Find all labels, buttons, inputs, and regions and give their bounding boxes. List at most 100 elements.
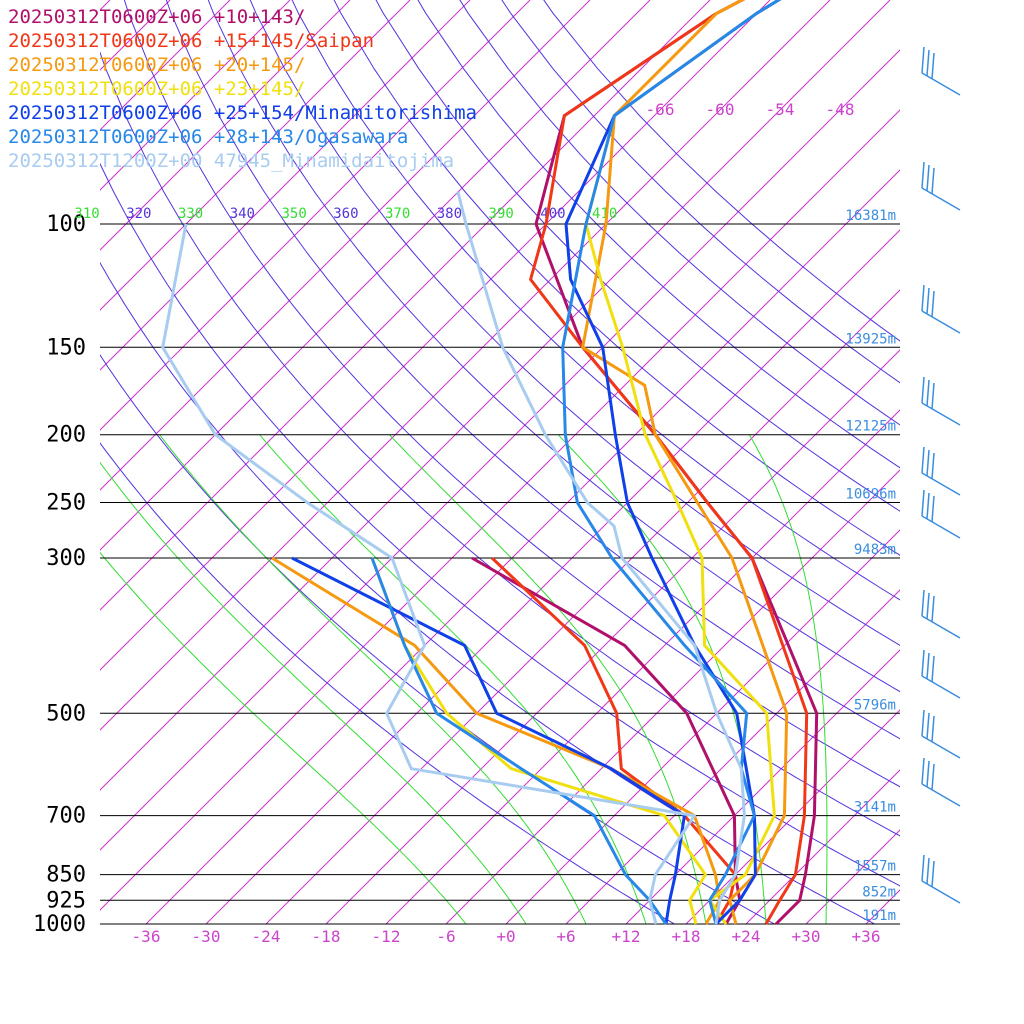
isotherm-line — [685, 709, 900, 924]
wind-barb-icon — [921, 515, 961, 539]
height-label: 3141m — [854, 800, 896, 816]
isotherm-line — [100, 0, 711, 611]
theta-label: 310 — [74, 206, 99, 222]
dry-adiabat-line — [165, 0, 900, 740]
legend-entry: 20250312T0600Z+06 +25+154/Minamitorishim… — [8, 102, 477, 124]
isotherm-line — [100, 49, 900, 851]
temperature-tick-labels: -36 -30 -24 -18 -12 -6 +0 +6 +12 +18 +24 +30 +36 — [132, 927, 881, 946]
pressure-label: 150 — [46, 335, 86, 360]
height-label: 12125m — [845, 419, 896, 435]
temperature-tick-label: -18 — [312, 927, 341, 946]
theta-labels: 310 320 330 340 350 360 370 380 390 400 410 — [74, 206, 617, 222]
isotherm-line — [445, 469, 900, 924]
height-label: 5796m — [854, 697, 896, 713]
dry-adiabat-line — [375, 0, 900, 512]
wind-barb-icon — [921, 187, 961, 211]
upper-isotherm-label: -60 — [706, 100, 735, 119]
temperature-tick-label: +30 — [792, 927, 821, 946]
wind-barb-icon — [921, 615, 961, 639]
dewpoint-profile — [161, 223, 696, 925]
wind-barbs — [921, 46, 961, 904]
temperature-tick-label: +36 — [852, 927, 881, 946]
dewpoint-profile — [271, 556, 722, 925]
pressure-label: 925 — [46, 888, 86, 913]
height-label: 9483m — [854, 542, 896, 558]
wind-barb-flag — [926, 49, 930, 77]
height-labels: 16381m 13925m 12125m 10696m 9483m 5796m 3141m 1… — [845, 208, 896, 924]
sounding-profiles — [161, 0, 819, 926]
upper-isotherm-label: -48 — [826, 100, 855, 119]
theta-label: 340 — [230, 206, 255, 222]
dry-adiabat-line — [100, 442, 675, 924]
isotherm-line — [205, 229, 900, 924]
height-label: 13925m — [845, 331, 896, 347]
wind-barb-flag — [931, 495, 935, 523]
wind-barb-flag — [926, 449, 930, 477]
isotherm-line — [100, 0, 531, 431]
legend-title-lines: 20250312T0600Z+06 +10+143/20250312T0600Z… — [8, 6, 477, 172]
wind-barb-icon — [921, 72, 961, 96]
wind-barb-flag — [921, 649, 925, 677]
isotherm-line — [325, 349, 900, 924]
legend-entry: 20250312T0600Z+06 +28+143/Ogasawara — [8, 126, 408, 148]
wind-barb-flag — [921, 376, 925, 404]
wind-barb-flag — [921, 46, 925, 74]
height-label: 10696m — [845, 487, 896, 503]
legend-entry: 20250312T0600Z+06 +20+145/ — [8, 54, 305, 76]
temperature-tick-label: +24 — [732, 927, 761, 946]
wind-barb-flag — [926, 492, 930, 520]
wind-barb-flag — [921, 489, 925, 517]
pressure-label: 850 — [46, 863, 86, 888]
temperature-tick-label: -6 — [436, 927, 455, 946]
wind-barb-flag — [926, 857, 930, 885]
theta-label: 350 — [281, 206, 306, 222]
dry-adiabat-line — [207, 0, 900, 693]
theta-label: 410 — [592, 206, 617, 222]
isotherm-line — [100, 0, 291, 191]
isotherm-line — [100, 0, 651, 551]
pressure-label: 100 — [46, 212, 86, 237]
legend-entry: 20250312T0600Z+06 +23+145/ — [8, 78, 305, 100]
wind-barb-flag — [921, 589, 925, 617]
wind-barb-icon — [921, 783, 961, 807]
theta-label: 370 — [385, 206, 410, 222]
legend-entry: 20250312T0600Z+06 +10+143/ — [8, 6, 305, 28]
moist-adiabat-line — [100, 461, 527, 924]
isotherm-line — [100, 0, 471, 371]
wind-barb-flag — [921, 284, 925, 312]
isotherm-line — [100, 0, 591, 491]
isotherm-line — [100, 0, 351, 251]
isotherm-line — [505, 529, 900, 924]
wind-barb-flag — [926, 652, 930, 680]
temperature-tick-label: +6 — [556, 927, 575, 946]
moist-adiabat-line — [748, 434, 828, 924]
pressure-label: 300 — [46, 546, 86, 571]
legend-entry: 20250312T0600Z+06 +15+145/Saipan — [8, 30, 374, 52]
pressure-label: 200 — [46, 423, 86, 448]
theta-label: 330 — [178, 206, 203, 222]
pressure-label: 250 — [46, 491, 86, 516]
dry-adiabat-line — [291, 0, 900, 601]
temperature-tick-label: +0 — [496, 927, 515, 946]
temperature-tick-label: -24 — [252, 927, 281, 946]
dry-adiabat-line — [459, 0, 900, 426]
wind-barb-flag — [921, 757, 925, 785]
dry-adiabat-line — [417, 0, 900, 469]
temperature-tick-label: -30 — [192, 927, 221, 946]
upper-isotherm-label: -66 — [646, 100, 675, 119]
dewpoint-profile — [291, 556, 686, 925]
isotherm-line — [565, 589, 900, 924]
isotherm-line — [100, 0, 411, 311]
height-label: 1557m — [854, 859, 896, 875]
isotherm-line — [145, 169, 900, 924]
wind-barb-flag — [931, 860, 935, 888]
theta-label: 390 — [489, 206, 514, 222]
wind-barb-flag — [926, 287, 930, 315]
pressure-label: 1000 — [33, 912, 86, 937]
theta-label: 360 — [333, 206, 358, 222]
upper-isotherm-label: -54 — [766, 100, 795, 119]
moist-adiabat-line — [159, 434, 587, 924]
isotherm-line — [100, 109, 900, 911]
wind-barb-flag — [926, 164, 930, 192]
